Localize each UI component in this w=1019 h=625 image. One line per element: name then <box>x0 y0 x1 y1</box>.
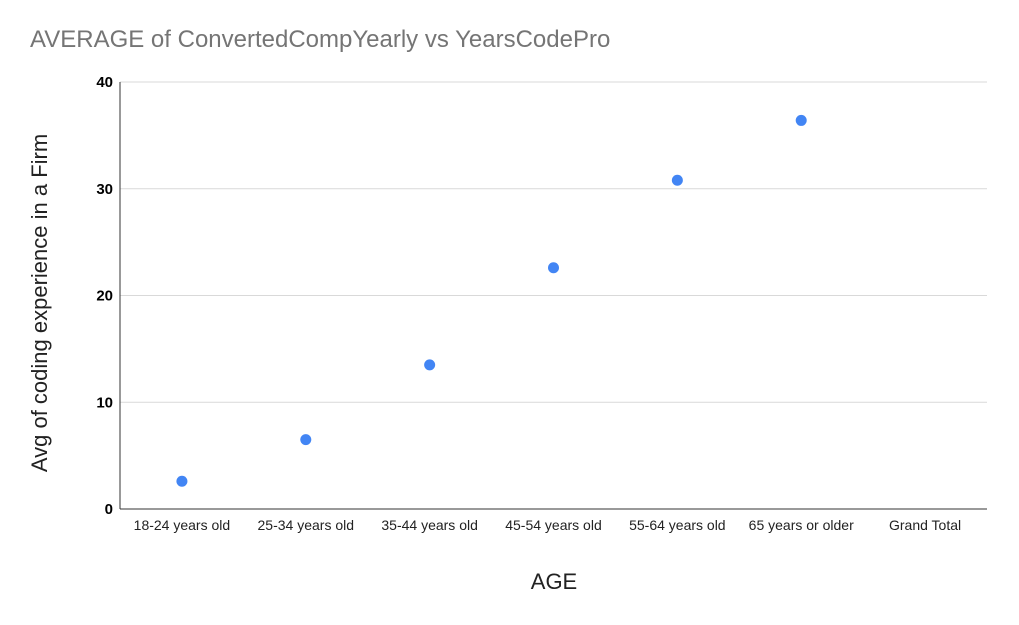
y-axis-title: Avg of coding experience in a Firm <box>27 134 52 472</box>
x-tick-label: 55-64 years old <box>629 517 726 533</box>
data-point <box>795 114 807 126</box>
gridlines <box>120 81 987 403</box>
x-tick-label: 25-34 years old <box>258 517 355 533</box>
data-point <box>176 475 188 487</box>
data-point <box>671 174 683 186</box>
data-points <box>176 114 807 487</box>
x-axis-title: AGE <box>531 569 577 594</box>
y-tick-label: 40 <box>96 74 113 91</box>
x-axis-ticks: 18-24 years old 25-34 years old 35-44 year… <box>134 517 961 533</box>
x-tick-label: 35-44 years old <box>381 517 478 533</box>
x-tick-label: 18-24 years old <box>134 517 231 533</box>
y-tick-label: 20 <box>96 288 113 305</box>
y-tick-label: 0 <box>105 501 113 518</box>
x-tick-label: Grand Total <box>889 517 961 533</box>
y-axis-ticks: 0 10 20 30 40 <box>96 74 113 518</box>
y-tick-label: 30 <box>96 181 113 198</box>
data-point <box>300 434 312 446</box>
x-tick-label: 65 years or older <box>749 517 854 533</box>
data-point <box>424 359 436 371</box>
data-point <box>548 262 559 274</box>
chart-title: AVERAGE of ConvertedCompYearly vs YearsC… <box>30 26 611 53</box>
x-tick-label: 45-54 years old <box>505 517 602 533</box>
y-tick-label: 10 <box>96 394 113 411</box>
